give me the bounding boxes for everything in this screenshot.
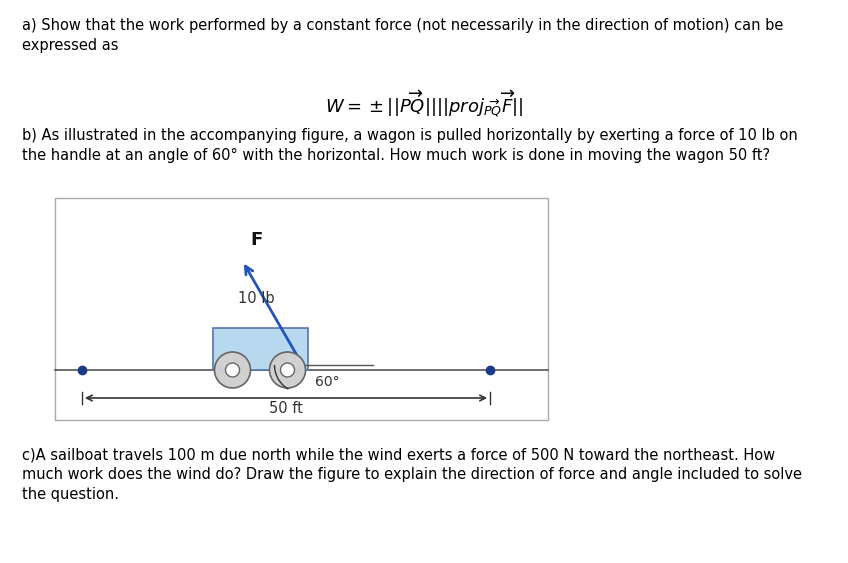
Bar — [55, 198, 548, 420]
Circle shape — [215, 352, 250, 388]
Text: 60°: 60° — [315, 375, 339, 389]
Text: $W = \pm||\overrightarrow{PQ}||||proj_{\overrightarrow{PQ}}\overrightarrow{F}||$: $W = \pm||\overrightarrow{PQ}||||proj_{\… — [325, 88, 523, 119]
Text: the handle at an angle of 60° with the horizontal. How much work is done in movi: the handle at an angle of 60° with the h… — [22, 148, 770, 163]
Text: the question.: the question. — [22, 487, 119, 502]
Text: b) As illustrated in the accompanying figure, a wagon is pulled horizontally by : b) As illustrated in the accompanying fi… — [22, 128, 798, 143]
Text: 10 lb: 10 lb — [238, 291, 275, 306]
Bar — [213, 328, 308, 370]
Text: F: F — [250, 231, 263, 249]
Circle shape — [226, 363, 239, 377]
Text: expressed as: expressed as — [22, 38, 119, 53]
Text: a) Show that the work performed by a constant force (not necessarily in the dire: a) Show that the work performed by a con… — [22, 18, 784, 33]
Circle shape — [281, 363, 294, 377]
Text: much work does the wind do? Draw the figure to explain the direction of force an: much work does the wind do? Draw the fig… — [22, 467, 802, 482]
Circle shape — [270, 352, 305, 388]
Text: 50 ft: 50 ft — [269, 401, 303, 416]
Text: c)A sailboat travels 100 m due north while the wind exerts a force of 500 N towa: c)A sailboat travels 100 m due north whi… — [22, 447, 775, 462]
